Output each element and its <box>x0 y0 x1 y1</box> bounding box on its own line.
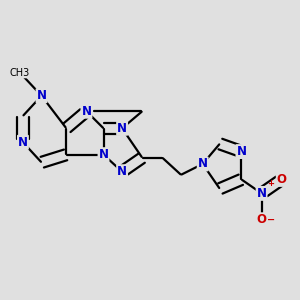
Text: N: N <box>256 187 267 200</box>
Text: N: N <box>117 122 127 135</box>
Text: N: N <box>98 148 109 161</box>
Text: N: N <box>117 165 127 178</box>
Text: N: N <box>82 105 92 118</box>
Text: N: N <box>236 145 246 158</box>
Text: −: − <box>267 215 275 225</box>
Text: N: N <box>198 158 208 170</box>
Text: +: + <box>267 179 274 188</box>
Text: O: O <box>277 173 287 186</box>
Text: N: N <box>18 136 28 149</box>
Text: O: O <box>256 213 267 226</box>
Text: N: N <box>37 89 46 102</box>
Text: CH3: CH3 <box>10 68 30 77</box>
